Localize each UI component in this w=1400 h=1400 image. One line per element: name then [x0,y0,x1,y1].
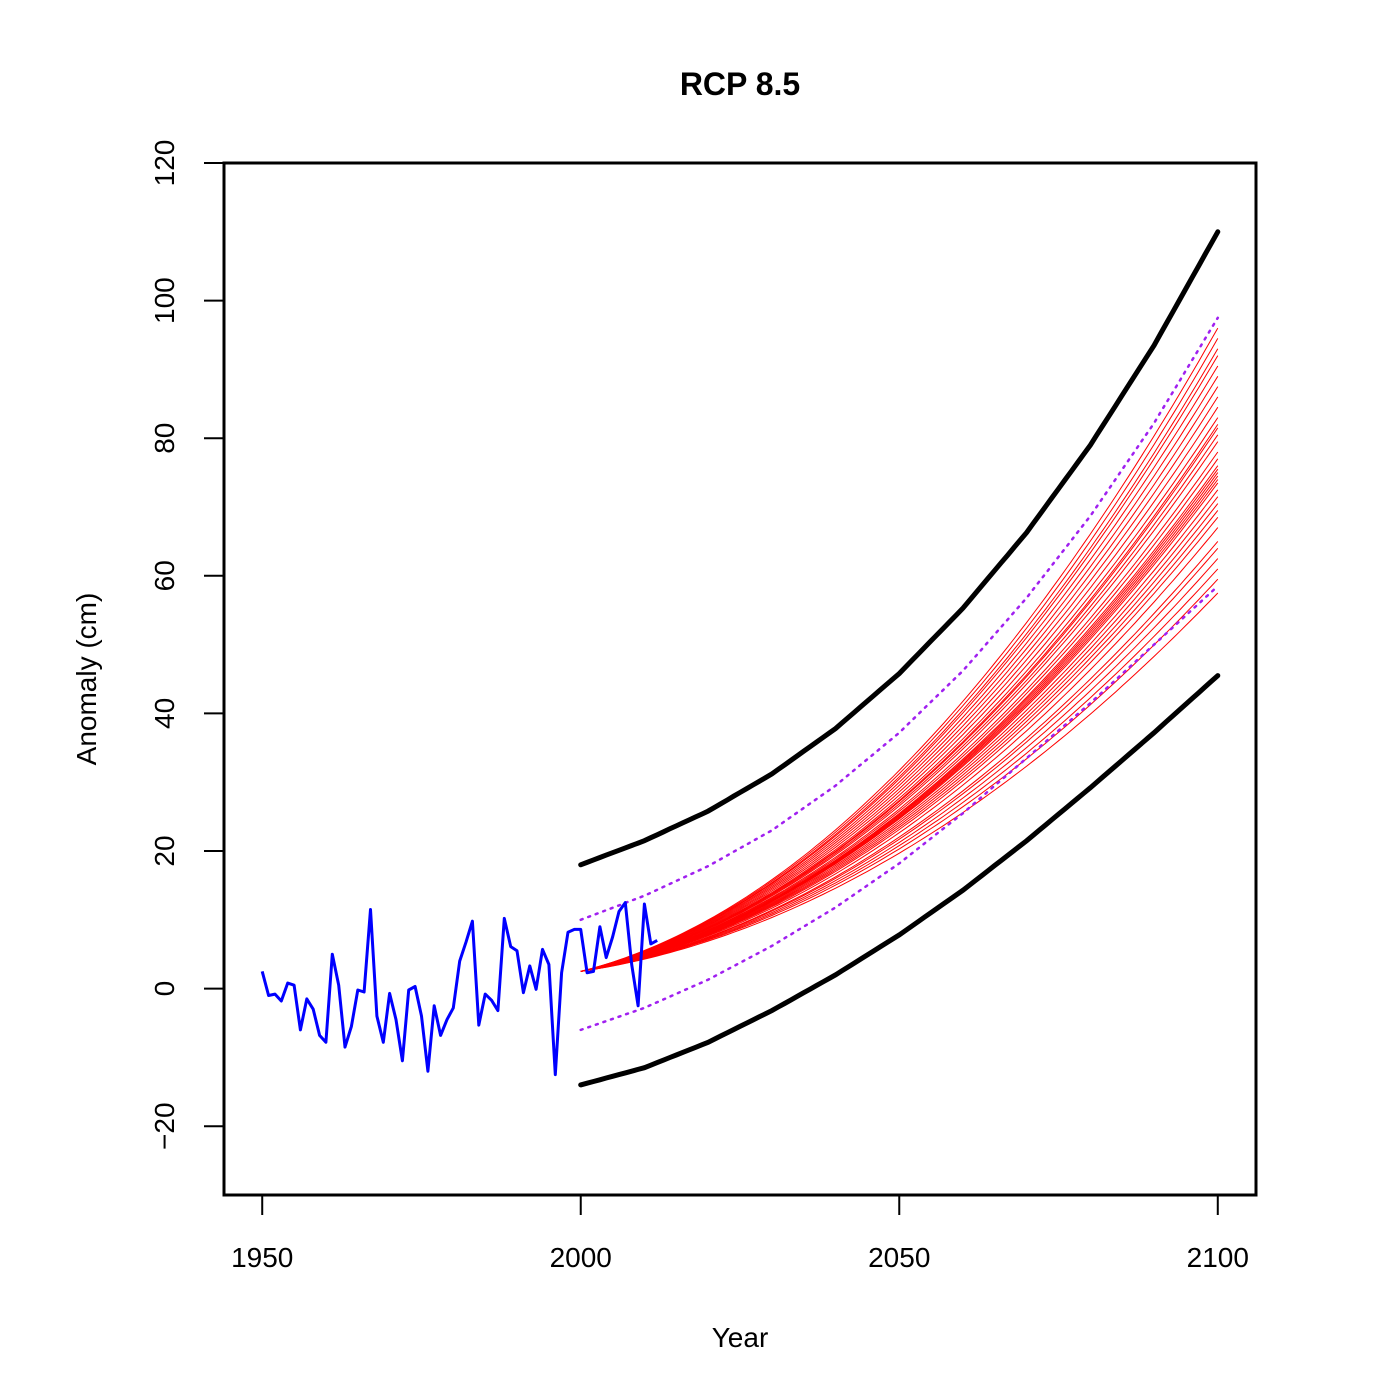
projection-line-34 [580,327,1219,972]
projection-line-4 [580,558,1219,972]
x-tick-label: 2000 [550,1242,612,1273]
y-tick-label: 20 [149,835,180,866]
y-axis-label: Anomaly (cm) [71,593,102,766]
y-tick-label: 40 [149,698,180,729]
data-layer [260,229,1221,1088]
y-tick-label: −20 [149,1102,180,1150]
projection-line-26 [580,406,1219,972]
outer-upper-bound-line [578,229,1221,868]
observed-series-line [260,901,658,1077]
x-tick-label: 2050 [868,1242,930,1273]
projection-line-1 [580,592,1219,972]
y-tick-label: 0 [149,981,180,997]
projection-line-30 [580,365,1219,972]
projection-line-33 [580,338,1219,972]
projection-line-32 [580,348,1219,972]
x-tick-label: 1950 [231,1242,293,1273]
outer-lower-bound-line [578,673,1221,1088]
x-axis-label: Year [712,1322,769,1353]
inner-upper-bound-line [579,316,1220,922]
projection-line-29 [580,376,1219,972]
projection-line-7 [580,527,1219,972]
projection-line-25 [580,417,1219,972]
projection-line-3 [580,568,1219,972]
x-axis: 1950 2000 2050 2100 [231,1194,1249,1273]
projection-line-27 [580,396,1219,972]
chart-title: RCP 8.5 [680,66,800,102]
y-tick-label: 120 [149,140,180,187]
projection-line-2 [580,578,1219,972]
y-tick-label: 100 [149,277,180,324]
y-tick-label: 80 [149,423,180,454]
projection-line-28 [580,386,1219,972]
y-axis: −20 0 20 40 60 80 100 120 [149,140,225,1150]
x-tick-label: 2100 [1187,1242,1249,1273]
y-tick-label: 60 [149,560,180,591]
projection-line-6 [580,541,1219,972]
projection-line-20 [580,451,1219,972]
inner-lower-bound-line [579,584,1220,1032]
